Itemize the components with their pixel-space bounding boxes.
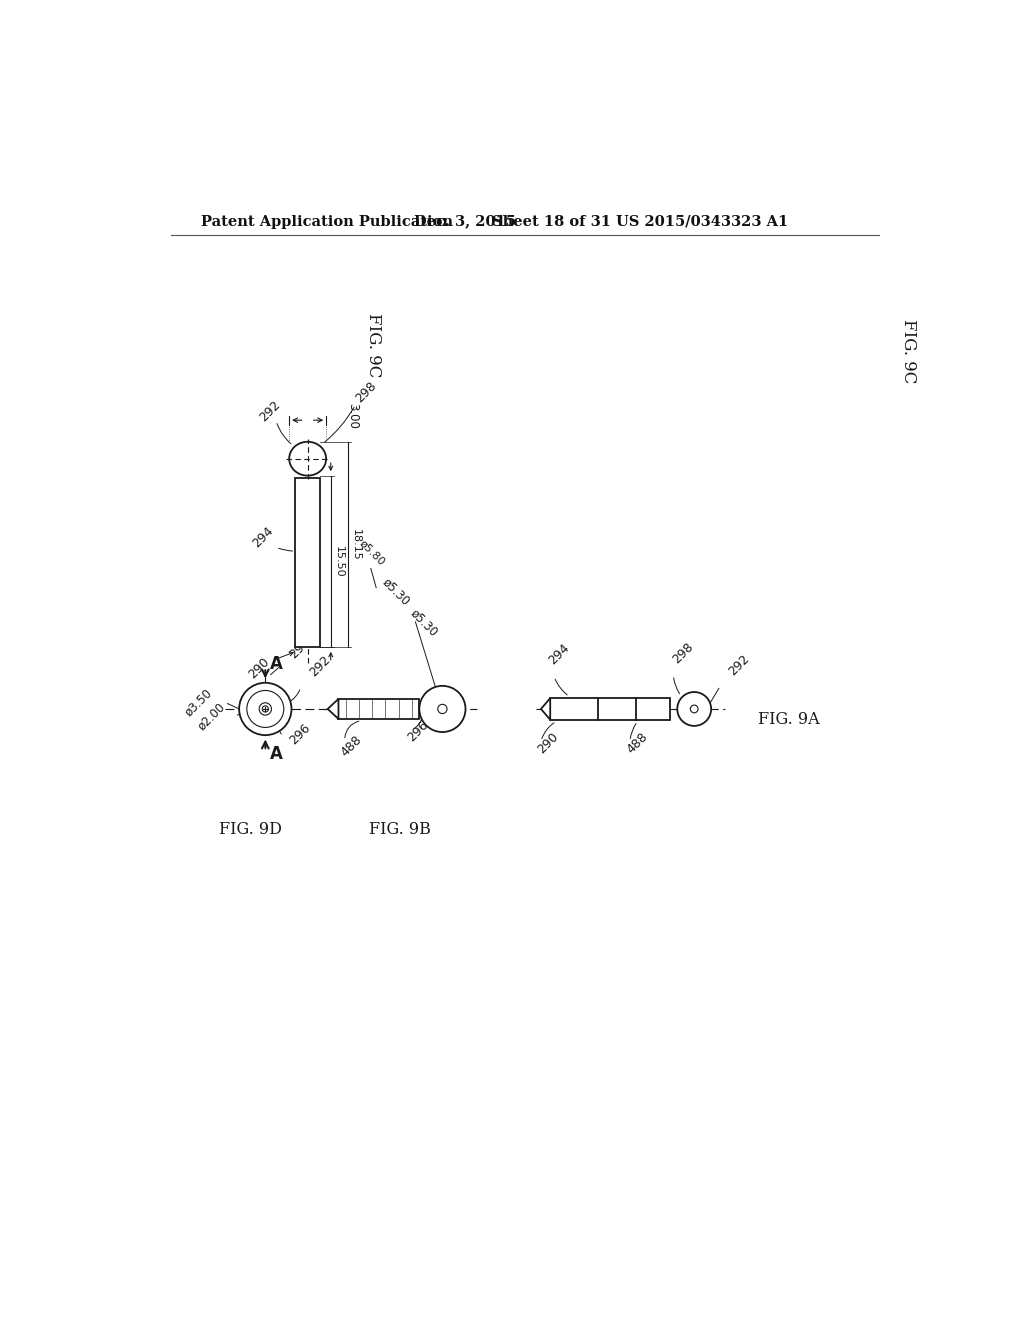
Text: 292: 292 <box>307 653 333 680</box>
Text: US 2015/0343323 A1: US 2015/0343323 A1 <box>615 215 787 228</box>
Text: ø2.00: ø2.00 <box>195 701 227 733</box>
Polygon shape <box>541 698 550 719</box>
Circle shape <box>259 702 271 715</box>
Text: ø5.80: ø5.80 <box>357 539 386 568</box>
Text: FIG. 9C: FIG. 9C <box>366 313 382 378</box>
Bar <box>550 698 670 719</box>
Text: 488: 488 <box>339 733 365 759</box>
Circle shape <box>262 706 268 711</box>
Circle shape <box>677 692 711 726</box>
Text: 290: 290 <box>246 655 272 681</box>
Circle shape <box>438 705 447 714</box>
Text: FIG. 9C: FIG. 9C <box>900 318 916 383</box>
Text: 298: 298 <box>353 379 379 405</box>
Text: A: A <box>269 744 283 763</box>
Text: ø5.30: ø5.30 <box>380 576 413 607</box>
Text: 290: 290 <box>535 731 561 756</box>
Text: 3.00: 3.00 <box>346 404 359 429</box>
Text: 18.15: 18.15 <box>351 529 360 561</box>
Text: FIG. 9A: FIG. 9A <box>758 711 820 729</box>
Text: 294: 294 <box>547 642 572 668</box>
Text: Dec. 3, 2015: Dec. 3, 2015 <box>414 215 516 228</box>
Circle shape <box>240 682 292 735</box>
Text: 294: 294 <box>250 524 275 550</box>
Bar <box>295 478 319 647</box>
Text: A: A <box>269 655 283 673</box>
Ellipse shape <box>289 442 326 475</box>
Text: ø5.30: ø5.30 <box>408 606 440 639</box>
Text: 298: 298 <box>670 640 695 665</box>
Circle shape <box>690 705 698 713</box>
Text: 294: 294 <box>287 635 312 661</box>
Text: ø3.50: ø3.50 <box>182 686 214 719</box>
Circle shape <box>419 686 466 733</box>
Text: 488: 488 <box>625 730 650 756</box>
Text: FIG. 9D: FIG. 9D <box>219 821 282 838</box>
Circle shape <box>247 690 284 727</box>
Text: 296: 296 <box>287 722 312 747</box>
Text: 292: 292 <box>727 652 753 678</box>
Text: 15.50: 15.50 <box>334 545 344 577</box>
Bar <box>339 700 419 719</box>
Text: 296: 296 <box>406 718 431 744</box>
Text: 292: 292 <box>257 399 283 424</box>
Polygon shape <box>328 700 339 719</box>
Text: FIG. 9B: FIG. 9B <box>370 821 431 838</box>
Text: Sheet 18 of 31: Sheet 18 of 31 <box>493 215 611 228</box>
Text: Patent Application Publication: Patent Application Publication <box>202 215 454 228</box>
